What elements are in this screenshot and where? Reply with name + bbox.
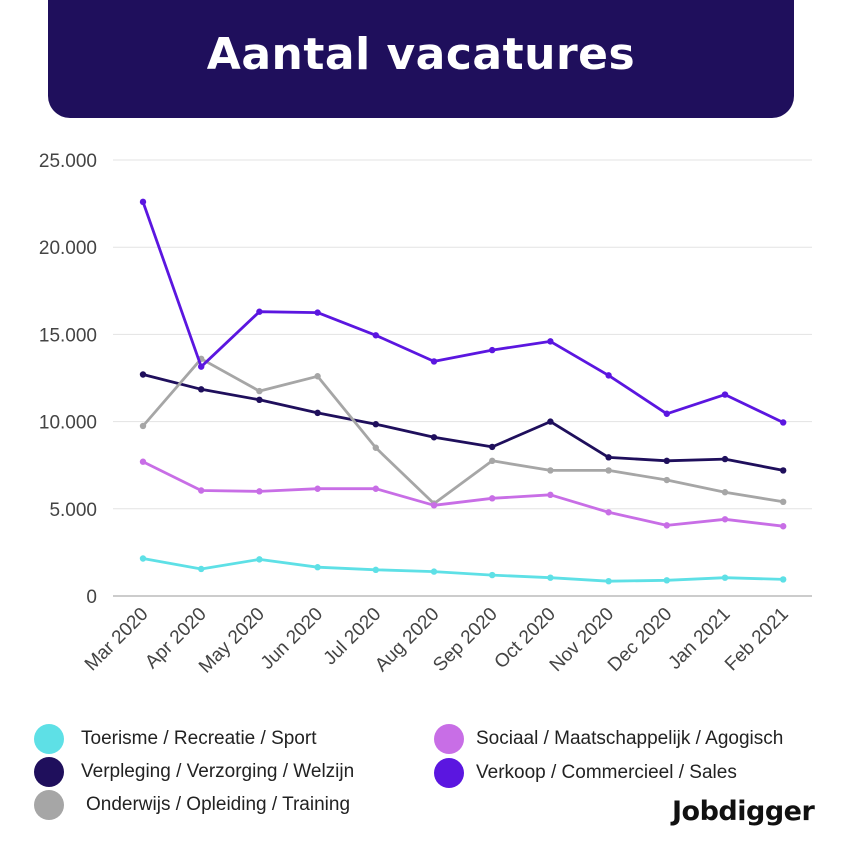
y-tick-label: 25.000 (39, 151, 97, 172)
data-point-sociaal (489, 495, 496, 502)
data-point-verkoop (430, 358, 438, 365)
data-point-onderwijs (780, 498, 787, 506)
title-banner: Aantal vacatures (48, 0, 794, 118)
data-point-verpleging (314, 409, 321, 417)
data-point-toerisme (314, 564, 321, 571)
data-point-onderwijs (721, 489, 729, 496)
y-tick-label: 10.000 (39, 413, 97, 434)
data-point-onderwijs (489, 457, 496, 465)
data-point-toerisme (663, 577, 670, 584)
y-tick-label: 5.000 (49, 500, 97, 521)
data-point-verkoop (721, 391, 729, 398)
data-point-toerisme (605, 577, 612, 585)
x-tick-label: Dec 2020 (604, 604, 676, 676)
series-line-sociaal (141, 460, 785, 528)
data-point-verpleging (198, 386, 205, 393)
data-point-toerisme (780, 576, 787, 583)
data-point-toerisme (547, 574, 554, 581)
data-point-verkoop (139, 198, 147, 206)
data-point-verpleging (663, 457, 670, 465)
data-point-sociaal (139, 458, 147, 465)
data-point-toerisme (372, 566, 379, 574)
data-point-verkoop (547, 338, 554, 345)
data-point-onderwijs (372, 444, 379, 451)
data-point-verpleging (139, 371, 147, 378)
data-point-verpleging (372, 421, 379, 428)
chart-title: Aantal vacatures (206, 28, 636, 80)
data-point-verpleging (547, 418, 554, 425)
x-tick-label: Feb 2021 (721, 604, 793, 676)
data-point-toerisme (430, 568, 438, 575)
data-point-sociaal (198, 487, 205, 494)
data-point-sociaal (547, 491, 554, 499)
data-point-sociaal (256, 488, 263, 495)
data-point-verkoop (256, 308, 263, 315)
data-point-verkoop (372, 332, 379, 339)
jobdigger-logo: Jobdigger (672, 796, 815, 827)
data-point-toerisme (489, 571, 496, 579)
data-point-verkoop (198, 363, 205, 370)
series-line-toerisme (141, 557, 785, 583)
data-point-toerisme (721, 574, 729, 581)
data-point-sociaal (605, 509, 612, 516)
y-tick-label: 0 (86, 587, 97, 608)
data-point-verkoop (605, 372, 612, 379)
data-point-verpleging (256, 396, 263, 403)
y-tick-label: 15.000 (39, 325, 97, 346)
x-tick-label: Mar 2020 (81, 604, 153, 676)
data-point-verpleging (489, 443, 496, 451)
data-point-onderwijs (663, 476, 670, 484)
data-point-verpleging (721, 455, 729, 463)
data-point-verpleging (430, 434, 438, 441)
series-line-onderwijs (141, 357, 785, 506)
y-tick-label: 20.000 (39, 238, 97, 259)
data-point-onderwijs (256, 387, 263, 395)
data-point-verkoop (489, 346, 496, 354)
grid-lines (113, 159, 812, 597)
data-point-verpleging (605, 454, 612, 461)
data-point-onderwijs (314, 373, 321, 380)
data-point-verkoop (780, 419, 787, 426)
data-point-sociaal (372, 485, 379, 492)
series-line-verkoop (141, 200, 785, 424)
data-point-onderwijs (139, 422, 147, 430)
x-tick-label: Sep 2020 (429, 604, 501, 676)
data-point-sociaal (663, 522, 670, 529)
series-lines (139, 198, 787, 585)
series-line-verpleging (141, 373, 785, 472)
data-point-verpleging (780, 467, 787, 474)
data-point-onderwijs (547, 467, 554, 474)
data-point-verkoop (663, 410, 670, 417)
x-tick-label: Jun 2020 (257, 604, 327, 674)
data-point-toerisme (256, 556, 263, 563)
data-point-sociaal (430, 502, 438, 509)
data-point-sociaal (780, 523, 787, 530)
y-axis: 0 5.000 10.000 15.000 20.000 25.000 (39, 151, 97, 608)
data-point-toerisme (198, 565, 205, 573)
data-point-sociaal (721, 516, 729, 523)
data-point-toerisme (139, 555, 147, 562)
data-point-sociaal (314, 485, 321, 492)
data-point-onderwijs (605, 467, 612, 474)
data-point-verkoop (314, 309, 321, 316)
